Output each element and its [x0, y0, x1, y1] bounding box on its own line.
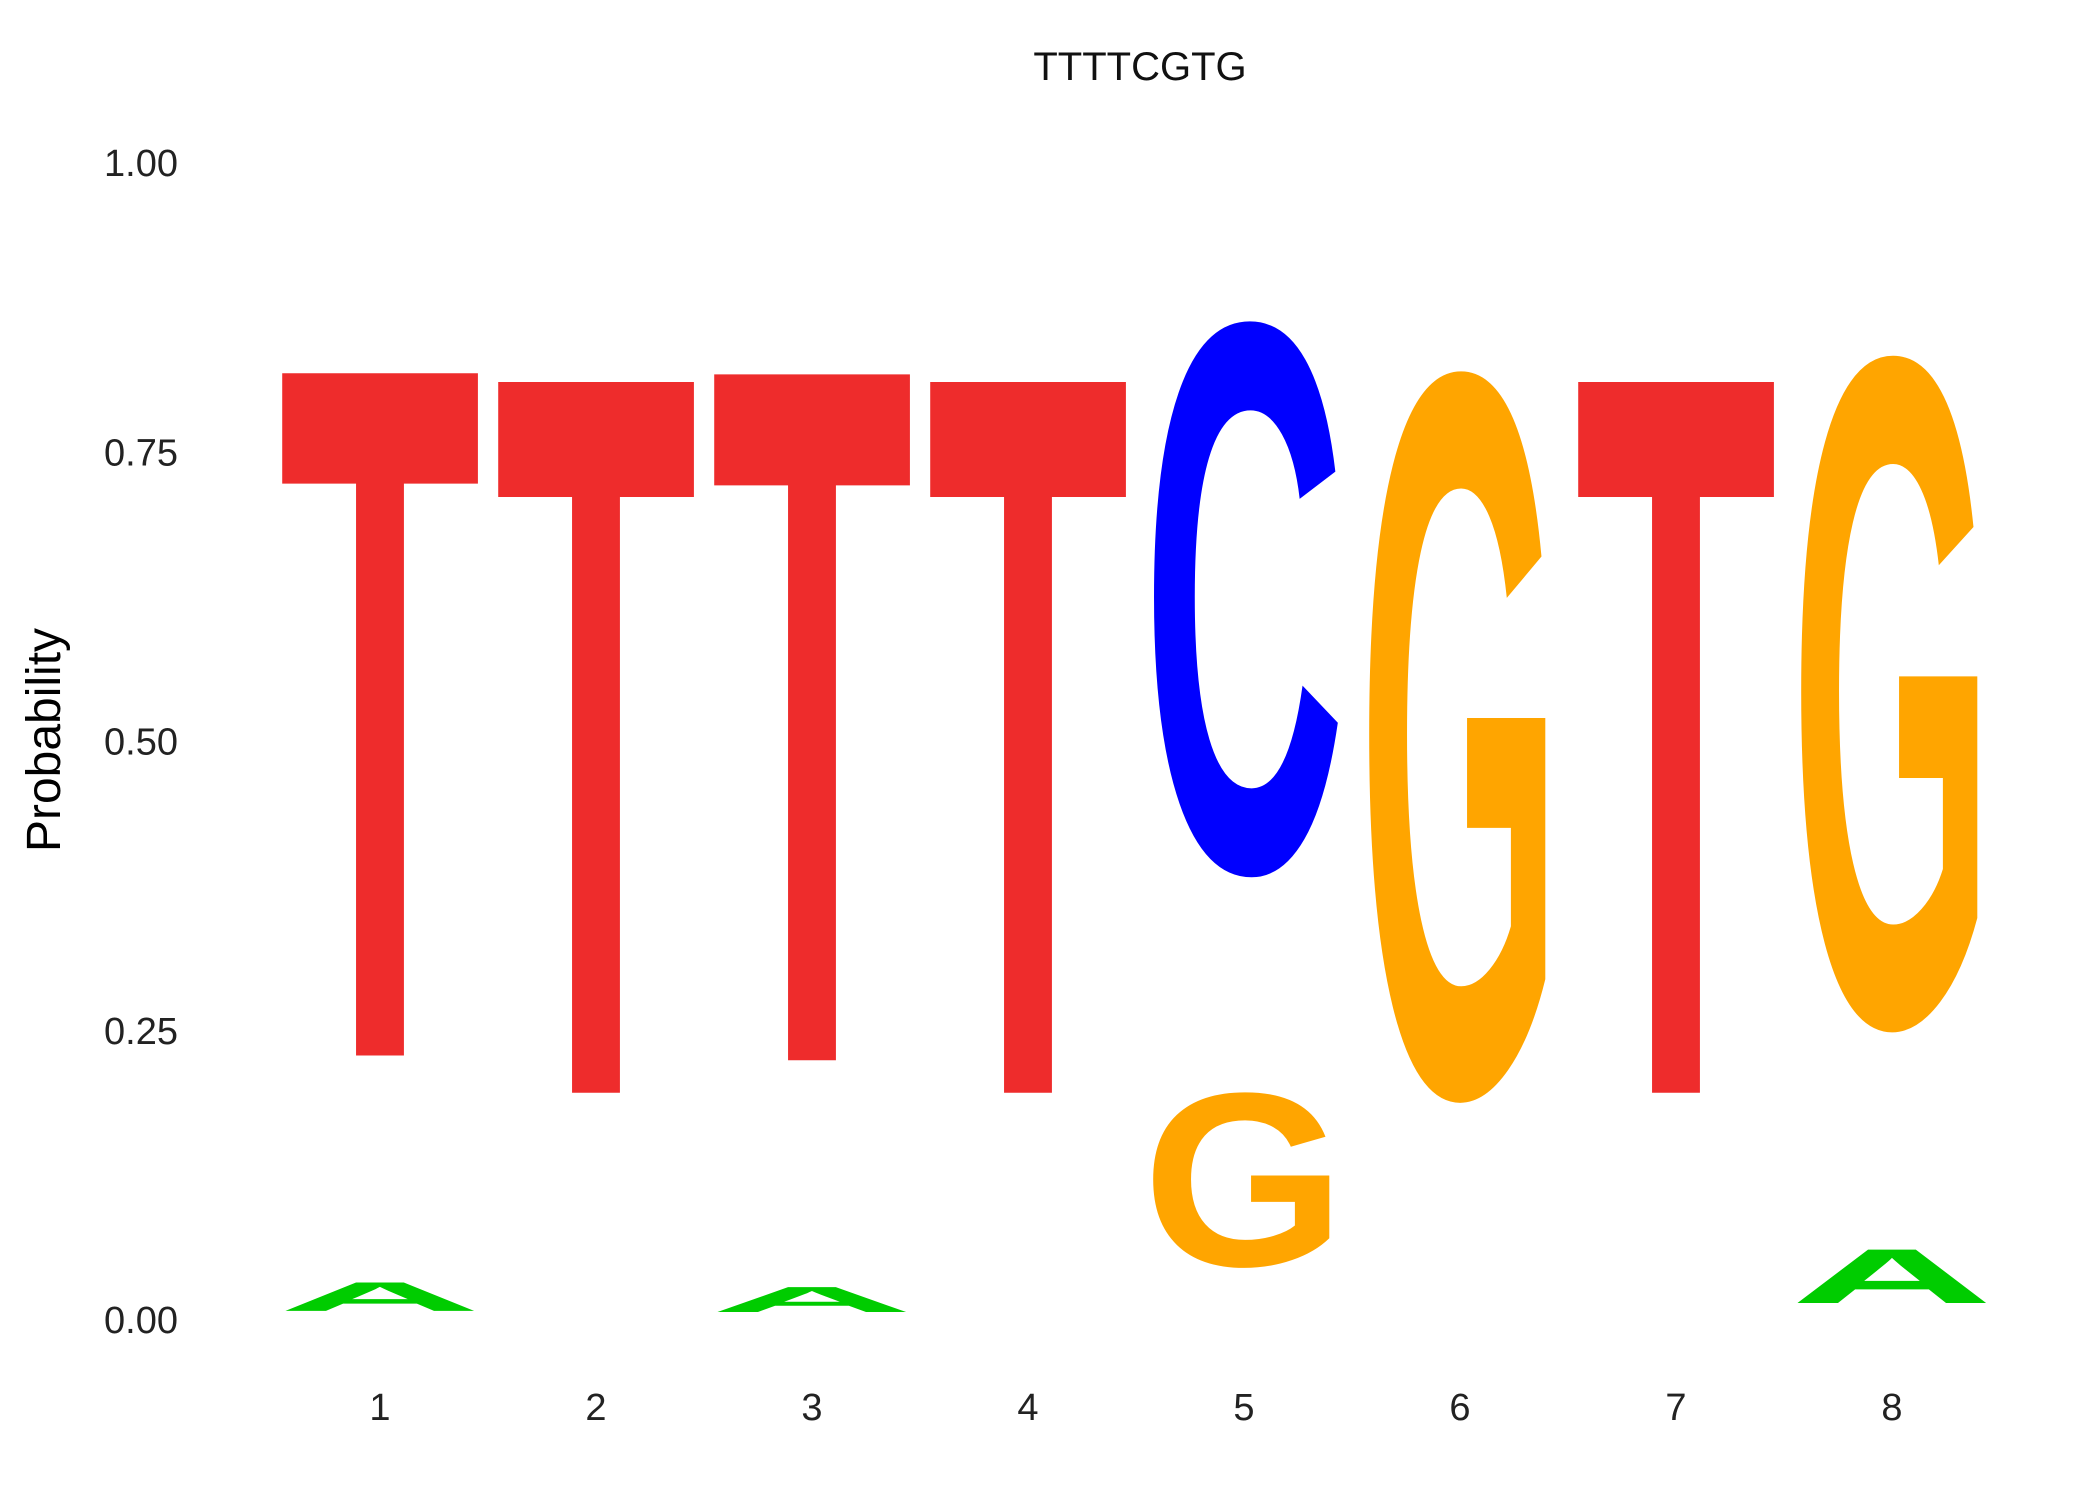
y-tick-label: 0.50	[104, 722, 178, 764]
x-tick-label: 8	[1881, 1387, 1902, 1429]
logo-letter-A-pos-8: A	[1790, 1233, 1993, 1320]
y-axis: 0.00 0.25 0.50 0.75 1.00	[104, 143, 178, 1342]
x-tick-label: 5	[1233, 1387, 1254, 1429]
logo-letters: AT T AT T GC G T AG	[278, 157, 1993, 1320]
y-tick-label: 0.75	[104, 432, 178, 474]
logo-letter-T-pos-1: T	[278, 157, 481, 1266]
x-axis: 1 2 3 4 5 6 7 8	[369, 1387, 1902, 1429]
logo-letter-T-pos-2: T	[494, 157, 697, 1312]
x-tick-label: 3	[801, 1387, 822, 1429]
logo-letter-G-pos-6: G	[1358, 158, 1561, 1312]
y-tick-label: 0.00	[104, 1300, 178, 1342]
y-tick-label: 0.25	[104, 1011, 178, 1053]
chart-title: TTTTCGTG	[1033, 45, 1246, 89]
y-axis-title: Probability	[18, 628, 71, 852]
logo-letter-G-pos-8: G	[1790, 159, 1993, 1226]
logo-letter-T-pos-7: T	[1574, 157, 1777, 1312]
logo-letter-A-pos-3: A	[710, 1280, 913, 1320]
x-tick-label: 7	[1665, 1387, 1686, 1429]
x-tick-label: 2	[585, 1387, 606, 1429]
logo-letter-T-pos-3: T	[710, 159, 913, 1273]
x-tick-label: 4	[1017, 1387, 1038, 1429]
logo-letter-G-pos-5: G	[1142, 1041, 1345, 1318]
x-tick-label: 1	[369, 1387, 390, 1429]
x-tick-label: 6	[1449, 1387, 1470, 1429]
logo-letter-A-pos-1: A	[278, 1273, 481, 1319]
y-tick-label: 1.00	[104, 143, 178, 185]
logo-letter-T-pos-4: T	[926, 157, 1129, 1312]
logo-letter-C-pos-5: C	[1142, 159, 1345, 1036]
